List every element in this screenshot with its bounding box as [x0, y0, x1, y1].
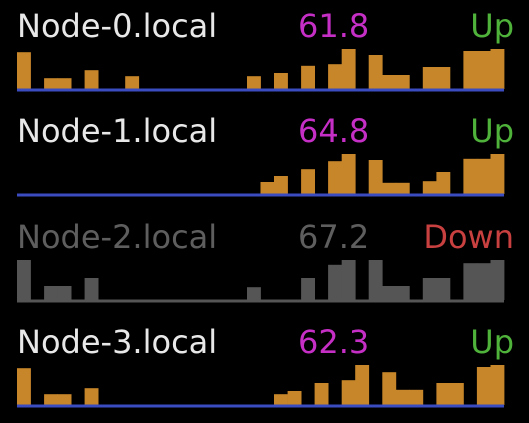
sparkline-bar — [382, 75, 397, 89]
sparkline-bar — [476, 158, 491, 194]
sparkline-bar — [44, 78, 58, 89]
sparkline-bar — [422, 181, 437, 194]
sparkline-bar — [490, 49, 505, 89]
sparkline-bar — [44, 286, 58, 300]
sparkline-bar — [422, 278, 437, 300]
sparkline-bar — [44, 394, 58, 405]
sparkline-bar — [395, 75, 410, 89]
sparkline-bar — [341, 380, 356, 405]
node-metric-value: 62.3 — [298, 323, 370, 361]
sparkline-bar — [463, 263, 478, 300]
sparkline-bar — [84, 70, 99, 89]
sparkline-bar — [382, 182, 397, 194]
sparkline-bar — [382, 286, 397, 300]
sparkline-bar — [463, 158, 478, 194]
node-name: Node-2.local — [17, 218, 218, 256]
sparkline-bar — [57, 78, 72, 89]
node-status-badge: Up — [470, 112, 514, 150]
sparkline-bar — [57, 394, 72, 405]
node-name: Node-3.local — [17, 323, 218, 361]
sparkline-bar — [274, 73, 288, 89]
sparkline-bar — [274, 176, 288, 194]
sparkline-bar — [17, 52, 31, 89]
sparkline-bar — [436, 383, 451, 405]
node-history-sparkline — [17, 49, 505, 92]
sparkline-bar — [84, 388, 99, 405]
sparkline-bar — [409, 389, 424, 405]
sparkline-bar — [247, 76, 261, 89]
sparkline-bar — [463, 51, 478, 89]
sparkline-bar — [17, 260, 31, 300]
sparkline-bar — [328, 64, 342, 89]
node-status-badge: Down — [423, 218, 514, 256]
sparkline-bar — [490, 260, 505, 300]
sparkline-bar — [328, 264, 342, 300]
sparkline-bar — [449, 383, 464, 405]
node-history-sparkline — [17, 365, 505, 408]
sparkline-bar — [490, 365, 505, 405]
sparkline-bar — [436, 278, 451, 300]
sparkline-bar — [328, 161, 342, 194]
sparkline-bar — [368, 260, 383, 300]
sparkline-bar — [314, 383, 329, 405]
sparkline-bar — [125, 76, 140, 89]
sparkline-bar — [287, 391, 302, 405]
sparkline-bar — [260, 182, 275, 194]
sparkline-bar — [301, 278, 315, 300]
node-metric-value: 61.8 — [298, 7, 370, 45]
node-name: Node-1.local — [17, 112, 218, 150]
node-history-sparkline — [17, 260, 505, 303]
node-name: Node-0.local — [17, 7, 218, 45]
sparkline-bar — [436, 67, 451, 89]
node-metric-value: 67.2 — [298, 218, 370, 256]
sparkline-bar — [476, 263, 491, 300]
sparkline-bar — [476, 51, 491, 89]
sparkline-bar — [395, 389, 410, 405]
node-status-badge: Up — [470, 323, 514, 361]
sparkline-bar — [57, 286, 72, 300]
sparkline-bar — [274, 394, 288, 405]
sparkline-bar — [355, 365, 370, 405]
sparkline-bar — [84, 278, 99, 300]
sparkline-bar — [341, 154, 356, 194]
node-metric-value: 64.8 — [298, 112, 370, 150]
sparkline-bar — [476, 367, 491, 405]
sparkline-bar — [368, 160, 383, 194]
node-history-sparkline — [17, 154, 505, 197]
sparkline-bar — [490, 154, 505, 194]
sparkline-bar — [395, 182, 410, 194]
node-status-badge: Up — [470, 7, 514, 45]
sparkline-bar — [301, 65, 315, 89]
sparkline-bar — [395, 286, 410, 300]
node-panel-0: Node-0.local 61.8 Up — [0, 0, 529, 106]
node-panel-1: Node-1.local 64.8 Up — [0, 105, 529, 211]
sparkline-bar — [436, 172, 451, 194]
sparkline-bar — [17, 368, 31, 405]
sparkline-bar — [382, 372, 397, 405]
node-panel-2: Node-2.local 67.2 Down — [0, 211, 529, 317]
node-panel-3: Node-3.local 62.3 Up — [0, 316, 529, 422]
sparkline-bar — [301, 169, 315, 194]
sparkline-bar — [422, 67, 437, 89]
sparkline-bar — [247, 287, 261, 300]
sparkline-bar — [368, 55, 383, 89]
sparkline-bar — [341, 49, 356, 89]
sparkline-bar — [341, 260, 356, 300]
